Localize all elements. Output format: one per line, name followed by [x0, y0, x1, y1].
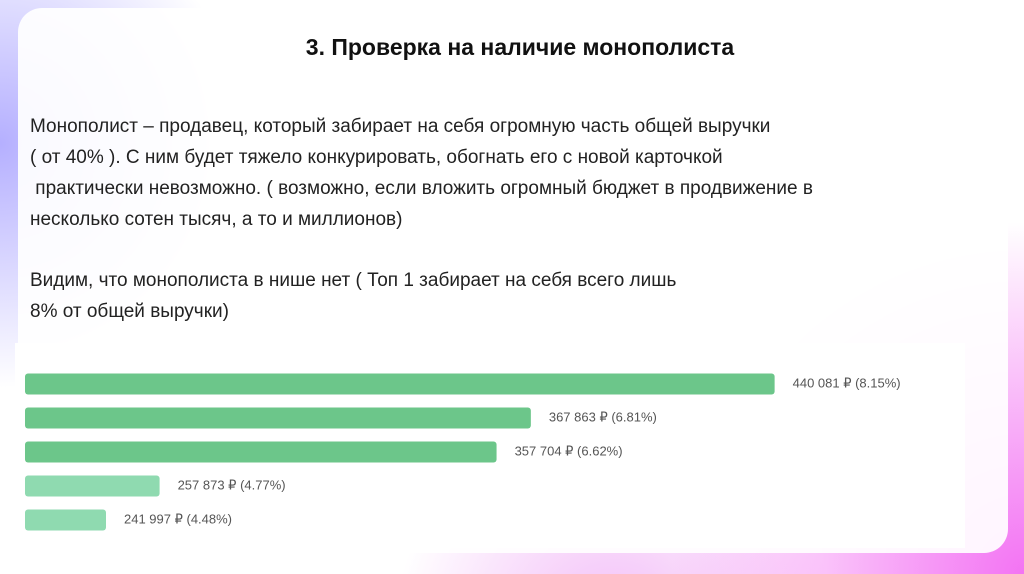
bar: [25, 509, 107, 531]
value-label: 241 997 ₽ (4.48%): [124, 511, 232, 526]
text-line: Видим, что монополиста в нише нет ( Топ …: [30, 270, 677, 291]
value-label: 367 863 ₽ (6.81%): [549, 409, 657, 424]
text-line: 8% от общей выручки): [30, 301, 229, 322]
bar: [25, 475, 160, 497]
slide-title: 3. Проверка на наличие монополиста: [305, 34, 735, 60]
value-label: 440 081 ₽ (8.15%): [793, 375, 901, 390]
text-line: ( от 40% ). С ним будет тяжело конкуриро…: [30, 147, 723, 168]
bar: [25, 373, 775, 395]
text-line: несколько сотен тысяч, а то и миллионов): [30, 209, 403, 230]
text-line: Монополист – продавец, который забирает …: [30, 116, 771, 137]
value-label: 357 704 ₽ (6.62%): [515, 443, 623, 458]
text-line: практически невозможно. ( возможно, если…: [30, 178, 813, 199]
value-label: 257 873 ₽ (4.77%): [178, 477, 286, 492]
bar: [25, 441, 497, 463]
bar: [25, 407, 531, 429]
